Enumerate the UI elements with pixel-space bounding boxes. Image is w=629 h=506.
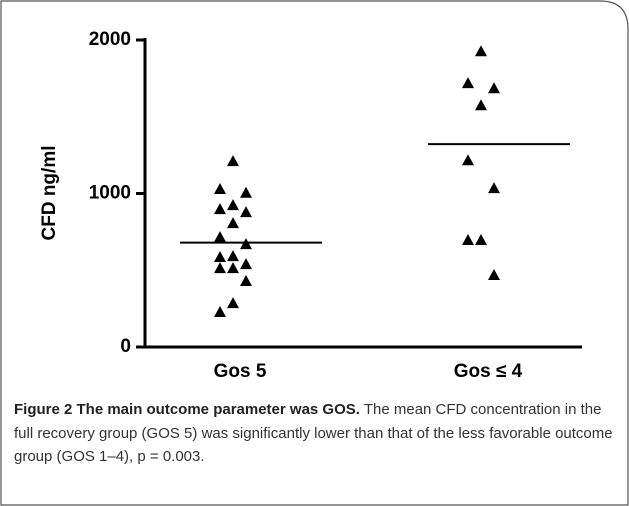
x-tick-label: Gos 5 xyxy=(214,361,267,382)
y-tick-label: 0 xyxy=(120,336,131,357)
caption: Figure 2 The main outcome parameter was … xyxy=(14,398,614,469)
data-point xyxy=(462,234,474,246)
data-point xyxy=(240,206,252,218)
data-point xyxy=(488,82,500,94)
data-point xyxy=(227,250,239,262)
data-point xyxy=(227,297,239,309)
data-point xyxy=(240,258,252,270)
data-point xyxy=(227,155,239,167)
data-point xyxy=(227,199,239,211)
data-point xyxy=(488,269,500,281)
caption-text: The mean CFD concentration in the full r… xyxy=(14,401,613,465)
data-point xyxy=(227,217,239,229)
data-point xyxy=(240,238,252,250)
data-point xyxy=(240,274,252,286)
data-point xyxy=(214,251,226,263)
data-point xyxy=(214,231,226,243)
data-point xyxy=(214,262,226,274)
data-point xyxy=(214,183,226,195)
x-tick-label: Gos ≤ 4 xyxy=(454,361,523,382)
caption-title: Figure 2 The main outcome parameter was … xyxy=(14,401,360,418)
data-point xyxy=(488,182,500,194)
y-tick-label: 2000 xyxy=(89,29,131,50)
data-point xyxy=(214,203,226,215)
data-point xyxy=(462,154,474,166)
data-point xyxy=(475,99,487,111)
data-point xyxy=(214,306,226,318)
data-point xyxy=(240,186,252,198)
y-tick-label: 1000 xyxy=(89,183,131,204)
data-point xyxy=(227,262,239,274)
y-axis-label: CFD ng/ml xyxy=(39,146,60,241)
data-point xyxy=(475,45,487,57)
data-point xyxy=(475,234,487,246)
data-point xyxy=(462,77,474,89)
